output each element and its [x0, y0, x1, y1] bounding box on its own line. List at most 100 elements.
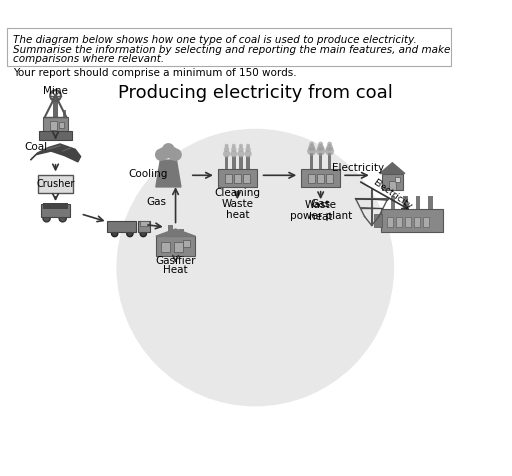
Bar — [423, 217, 429, 227]
Bar — [174, 242, 183, 252]
Bar — [374, 214, 381, 227]
Bar — [218, 169, 257, 187]
Circle shape — [308, 144, 315, 151]
Polygon shape — [380, 163, 405, 174]
Circle shape — [223, 150, 230, 158]
Circle shape — [245, 147, 251, 152]
Bar — [239, 156, 243, 169]
Circle shape — [238, 150, 245, 158]
Bar — [301, 169, 340, 187]
Bar — [43, 203, 68, 209]
Text: Gas: Gas — [147, 197, 167, 207]
Circle shape — [140, 230, 146, 237]
Bar — [403, 196, 408, 209]
Bar — [39, 131, 72, 140]
Bar — [108, 221, 136, 232]
Bar — [414, 217, 420, 227]
Bar — [395, 177, 400, 182]
Circle shape — [245, 150, 252, 158]
Bar — [391, 196, 395, 209]
Bar — [225, 156, 228, 169]
Circle shape — [317, 144, 324, 151]
Text: Waste
heat: Waste heat — [305, 200, 337, 222]
Circle shape — [159, 147, 171, 159]
Bar — [246, 156, 250, 169]
Circle shape — [116, 129, 394, 407]
Circle shape — [318, 142, 323, 146]
Bar — [396, 217, 402, 227]
Text: Heat: Heat — [163, 265, 188, 275]
Circle shape — [59, 215, 66, 222]
Bar — [140, 221, 148, 227]
Bar — [326, 174, 333, 183]
Bar — [243, 174, 250, 183]
Bar — [37, 175, 73, 193]
Text: The diagram below shows how one type of coal is used to produce electricity.: The diagram below shows how one type of … — [13, 35, 417, 45]
Circle shape — [169, 149, 182, 161]
Bar — [225, 174, 232, 183]
Text: comparisons where relevant.: comparisons where relevant. — [13, 54, 164, 64]
Circle shape — [127, 230, 133, 237]
Circle shape — [238, 147, 244, 152]
Circle shape — [162, 143, 175, 156]
Bar — [308, 174, 315, 183]
Bar — [43, 117, 68, 133]
Text: Gas
power plant: Gas power plant — [289, 199, 352, 221]
Bar — [387, 217, 393, 227]
Text: Electricity: Electricity — [371, 178, 414, 211]
Text: Gasifier: Gasifier — [155, 256, 196, 266]
Polygon shape — [30, 144, 80, 162]
Text: Coal: Coal — [24, 142, 48, 152]
Text: Electricity: Electricity — [332, 163, 385, 173]
Bar — [156, 236, 195, 256]
Circle shape — [225, 144, 228, 148]
Bar — [59, 121, 63, 128]
Bar — [41, 204, 70, 217]
Circle shape — [246, 144, 250, 148]
Polygon shape — [156, 229, 195, 236]
Polygon shape — [156, 160, 181, 187]
Circle shape — [166, 147, 178, 159]
Circle shape — [112, 230, 118, 237]
Bar — [53, 98, 58, 117]
Bar — [381, 174, 403, 189]
Text: Cleaning: Cleaning — [215, 188, 261, 198]
Bar — [317, 174, 324, 183]
Text: Waste
heat: Waste heat — [221, 198, 253, 220]
Bar — [179, 229, 184, 236]
Circle shape — [43, 215, 50, 222]
Bar — [310, 153, 313, 169]
Circle shape — [232, 144, 236, 148]
Bar — [234, 174, 241, 183]
Bar — [319, 153, 323, 169]
Circle shape — [309, 142, 314, 146]
Bar — [328, 153, 331, 169]
Bar — [232, 156, 236, 169]
Circle shape — [327, 142, 332, 146]
Bar — [50, 120, 57, 129]
FancyBboxPatch shape — [7, 29, 452, 66]
Bar — [183, 240, 190, 247]
Circle shape — [307, 147, 316, 156]
Bar — [161, 242, 170, 252]
Bar — [62, 110, 66, 117]
Text: Summarise the information by selecting and reporting the main features, and make: Summarise the information by selecting a… — [13, 45, 451, 55]
Circle shape — [325, 147, 334, 156]
Bar — [168, 226, 173, 236]
Text: Crusher: Crusher — [36, 179, 75, 189]
Circle shape — [316, 147, 325, 156]
Circle shape — [155, 149, 167, 161]
Bar — [138, 221, 151, 232]
Bar — [428, 196, 433, 209]
Circle shape — [231, 147, 237, 152]
Text: Your report should comprise a minimum of 150 words.: Your report should comprise a minimum of… — [13, 68, 297, 78]
Circle shape — [239, 144, 243, 148]
Text: Cooling: Cooling — [128, 169, 167, 178]
Bar — [389, 181, 396, 189]
Circle shape — [224, 147, 229, 152]
Circle shape — [230, 150, 238, 158]
Bar — [416, 196, 420, 209]
Text: Producing electricity from coal: Producing electricity from coal — [118, 84, 393, 102]
Text: Mine: Mine — [43, 86, 68, 96]
Bar — [405, 217, 411, 227]
